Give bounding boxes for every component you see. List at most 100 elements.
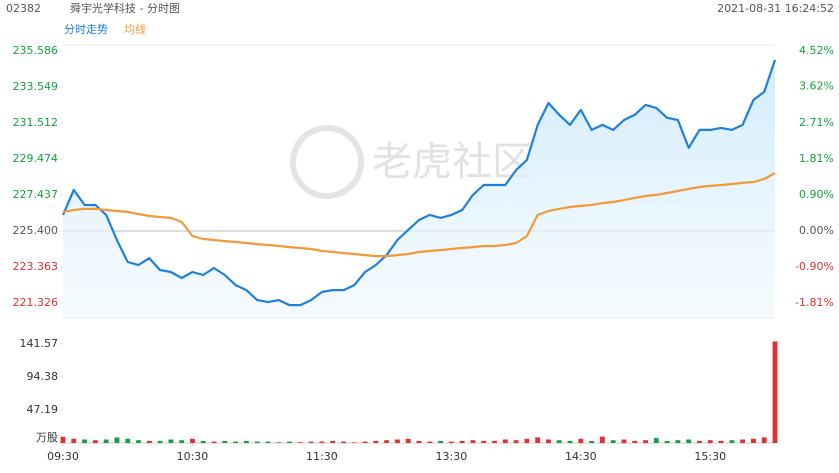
x-tick-label: 14:30 xyxy=(565,450,597,463)
volume-bar xyxy=(276,442,282,443)
volume-bar xyxy=(664,440,670,443)
x-tick-label: 13:30 xyxy=(436,450,468,463)
volume-bar xyxy=(157,440,163,443)
volume-bar xyxy=(168,439,174,443)
volume-bar xyxy=(470,440,476,443)
volume-bar xyxy=(211,441,217,443)
volume-bar xyxy=(686,439,692,443)
y2-tick-label: 2.71% xyxy=(799,116,834,129)
volume-bar xyxy=(103,439,109,443)
volume-bar xyxy=(200,440,206,443)
y-tick-label: 231.512 xyxy=(13,116,59,129)
y-tick-label: 223.363 xyxy=(13,260,59,273)
volume-bar xyxy=(254,441,260,443)
volume-tick-label: 94.38 xyxy=(27,370,59,383)
volume-bar xyxy=(71,438,77,443)
volume-bar xyxy=(589,440,595,443)
volume-bar xyxy=(524,438,530,443)
volume-bar xyxy=(405,438,411,443)
volume-bar xyxy=(492,440,497,443)
volume-bar xyxy=(697,440,702,443)
volume-bar xyxy=(632,440,638,443)
y-tick-label: 235.586 xyxy=(13,44,59,57)
watermark-logo xyxy=(290,125,364,199)
volume-bar xyxy=(459,440,465,443)
volume-bar xyxy=(82,439,88,443)
volume-bar xyxy=(675,440,681,443)
y2-tick-label: -0.90% xyxy=(795,260,834,273)
y-tick-label: 221.326 xyxy=(13,296,59,309)
volume-bar xyxy=(265,441,271,443)
volume-bar xyxy=(599,436,605,443)
volume-bar xyxy=(222,440,228,443)
price-area xyxy=(63,59,775,319)
volume-bar xyxy=(481,440,487,443)
legend-avg[interactable]: 均线 xyxy=(124,22,146,36)
volume-bar xyxy=(718,440,724,443)
volume-bar xyxy=(750,438,756,443)
volume-bar xyxy=(179,440,185,443)
volume-bar xyxy=(341,441,346,443)
volume-tick-label: 141.57 xyxy=(20,337,59,350)
stock-name: 舜宇光学科技 - 分时图 xyxy=(70,1,180,15)
volume-tick-label: 万股 xyxy=(36,431,58,444)
volume-bar xyxy=(610,440,616,443)
average-line xyxy=(62,172,776,258)
y2-tick-label: 0.90% xyxy=(799,188,834,201)
volume-bar xyxy=(653,438,659,443)
volume-bar xyxy=(233,441,239,443)
y2-tick-label: 3.62% xyxy=(799,80,834,93)
volume-bar xyxy=(567,440,573,443)
y-tick-label: 225.400 xyxy=(13,224,59,237)
volume-bar xyxy=(578,438,584,443)
y2-tick-label: -1.81% xyxy=(795,296,834,309)
volume-bar xyxy=(351,442,357,443)
y-tick-label: 233.549 xyxy=(13,80,59,93)
volume-bar xyxy=(621,439,627,443)
volume-bar xyxy=(373,440,379,443)
watermark-group: 老虎社区 xyxy=(290,125,532,199)
volume-bar xyxy=(319,441,325,443)
x-tick-label: 15:30 xyxy=(694,450,726,463)
volume-bar xyxy=(427,441,433,443)
volume-bar xyxy=(416,440,422,443)
y-tick-label: 227.437 xyxy=(13,188,59,201)
x-tick-label: 09:30 xyxy=(47,450,79,463)
volume-bar xyxy=(729,440,735,443)
volume-bar xyxy=(740,439,746,443)
y2-tick-label: 4.52% xyxy=(799,44,834,57)
y2-tick-label: 0.00% xyxy=(799,224,834,237)
volume-bar xyxy=(125,438,131,443)
price-line xyxy=(61,59,777,307)
volume-bar xyxy=(546,439,551,443)
volume-bar xyxy=(190,438,195,443)
x-tick-label: 10:30 xyxy=(177,450,209,463)
volume-bar xyxy=(136,440,141,443)
x-tick-label: 11:30 xyxy=(306,450,338,463)
volume-bar xyxy=(60,436,66,443)
volume-bar xyxy=(243,440,249,443)
volume-bar xyxy=(761,437,767,443)
volume-bar xyxy=(308,441,314,443)
volume-bar xyxy=(394,439,400,443)
volume-bar xyxy=(556,440,562,443)
volume-bar xyxy=(502,439,508,443)
volume-bar xyxy=(287,441,292,443)
legend-price[interactable]: 分时走势 xyxy=(64,23,108,36)
volume-bar xyxy=(114,437,120,443)
volume-bar xyxy=(384,440,390,443)
volume-bar xyxy=(643,440,648,443)
volume-tick-label: 47.19 xyxy=(27,403,59,416)
volume-bar xyxy=(146,440,152,443)
volume-bar xyxy=(92,440,98,443)
y-tick-label: 229.474 xyxy=(13,152,59,165)
volume-bar xyxy=(707,440,713,443)
volume-bar xyxy=(448,441,454,443)
timestamp: 2021-08-31 16:24:52 xyxy=(717,2,834,15)
volume-bar xyxy=(535,437,541,443)
volume-bar xyxy=(438,440,444,443)
y2-tick-label: 1.81% xyxy=(799,152,834,165)
volume-bar xyxy=(297,442,303,443)
